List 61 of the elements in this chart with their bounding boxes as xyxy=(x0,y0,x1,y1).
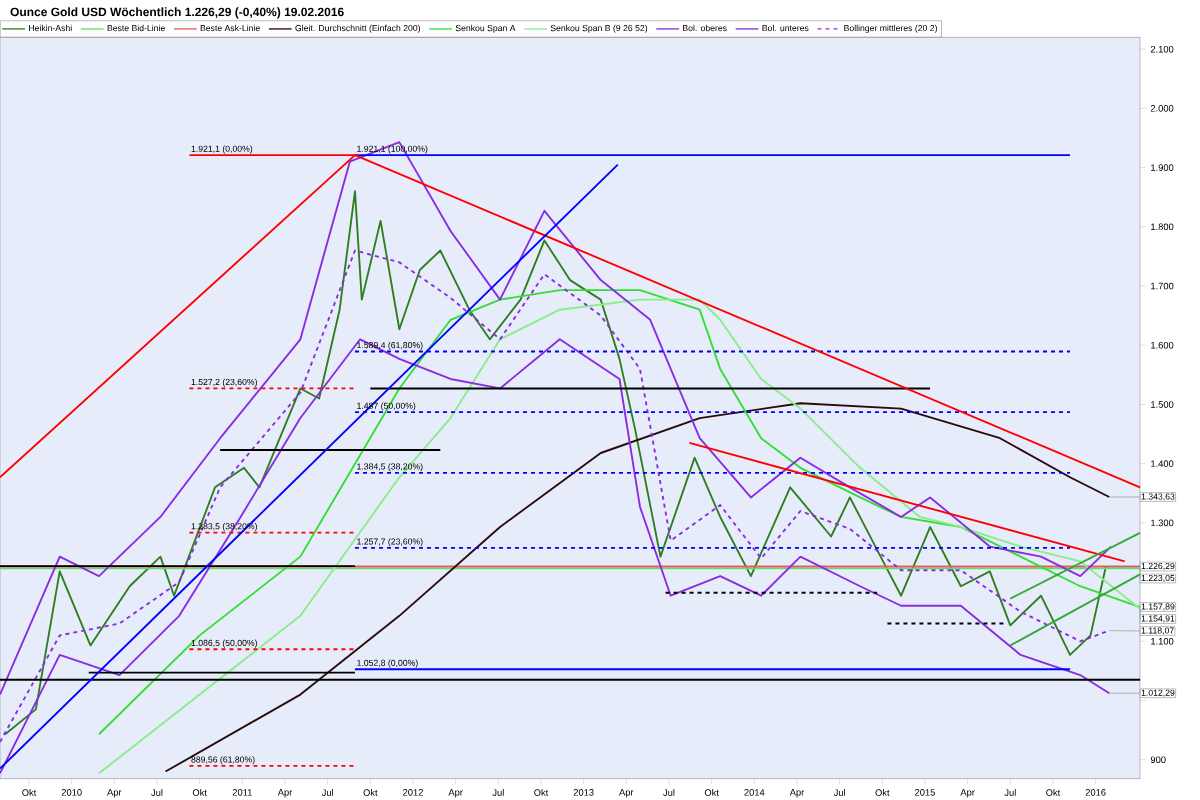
x-tick-label: 2015 xyxy=(915,789,935,796)
x-tick-label: Okt xyxy=(192,789,207,796)
x-tick-label: 2010 xyxy=(61,789,82,796)
y-tick-label: 2.000 xyxy=(1150,105,1174,112)
legend-label: Gleit. Durchschnitt (Einfach 200) xyxy=(295,24,420,33)
annotation: 1.921,1 (0,00%) xyxy=(191,145,253,154)
x-tick-label: Apr xyxy=(789,789,805,798)
annotation: 1.257,7 (23,60%) xyxy=(357,538,423,547)
annotation: 1.012,29 xyxy=(1141,689,1175,697)
legend-label: Senkou Span B (9 26 52) xyxy=(550,24,648,33)
legend-label: Bol. unteres xyxy=(762,24,809,32)
annotation: 889,56 (61,80%) xyxy=(191,756,255,765)
x-tick-label: Apr xyxy=(277,789,293,798)
x-tick-label: Apr xyxy=(448,789,463,798)
annotation: 1.223,05 xyxy=(1141,574,1175,583)
annotation: 1.052,8 (0,00%) xyxy=(357,659,418,668)
y-tick-label: 2.100 xyxy=(1150,45,1174,53)
y-tick-label: 1.700 xyxy=(1151,282,1174,290)
x-tick-label: Jul xyxy=(151,789,163,796)
x-tick-label: Apr xyxy=(960,789,975,798)
annotation: 1.384,5 (38,20%) xyxy=(357,463,423,472)
x-tick-label: 2012 xyxy=(403,789,423,796)
legend-label: Bollinger mittleres (20 2) xyxy=(844,24,937,33)
legend-label: Bol. oberes xyxy=(683,24,727,32)
x-tick-label: Jul xyxy=(1004,789,1016,796)
y-tick-label: 1.500 xyxy=(1151,401,1174,408)
x-tick-label: 2014 xyxy=(744,789,765,796)
annotation: 1.118,07 xyxy=(1141,627,1174,635)
annotation: 1.154,91 xyxy=(1141,615,1175,623)
x-tick-label: 2011 xyxy=(232,789,252,796)
annotation: 1.157,89 xyxy=(1141,603,1175,611)
x-tick-label: Okt xyxy=(1046,789,1061,796)
annotation: 1.086,5 (50,00%) xyxy=(191,639,257,648)
legend-label: Beste Ask-Linie xyxy=(200,24,260,32)
y-tick-label: 1.900 xyxy=(1151,164,1174,171)
x-tick-label: Jul xyxy=(492,789,504,796)
x-tick-label: 2016 xyxy=(1085,789,1106,796)
y-tick-label: 1.600 xyxy=(1151,341,1174,349)
x-tick-label: Okt xyxy=(875,789,890,796)
x-tick-label: Okt xyxy=(363,789,378,796)
x-tick-label: Jul xyxy=(833,789,845,796)
y-tick-label: 900 xyxy=(1150,756,1166,764)
x-tick-label: Jul xyxy=(663,789,675,796)
y-tick-label: 1.100 xyxy=(1151,638,1174,645)
chart-title: Ounce Gold USD Wöchentlich 1.226,29 (-0,40%) 19.02.2016 xyxy=(10,7,344,19)
x-tick-label: Okt xyxy=(704,789,719,796)
x-tick-label: 2013 xyxy=(573,789,594,796)
x-tick-label: Okt xyxy=(534,789,549,796)
y-tick-label: 1.800 xyxy=(1151,223,1174,231)
legend-label: Beste Bid-Linie xyxy=(107,24,165,32)
x-tick-label: Apr xyxy=(107,789,122,798)
x-tick-label: Okt xyxy=(22,789,37,796)
annotation: 1.343,63 xyxy=(1141,493,1175,501)
y-tick-label: 1.300 xyxy=(1151,519,1174,527)
legend-label: Senkou Span A xyxy=(455,24,516,33)
x-tick-label: Apr xyxy=(619,789,634,798)
y-tick-label: 1.400 xyxy=(1151,460,1174,467)
annotation: 1.226,29 xyxy=(1141,562,1175,571)
x-tick-label: Jul xyxy=(321,789,333,796)
legend-label: Heikin-Ashi xyxy=(29,24,72,32)
annotation: 1.527,2 (23,60%) xyxy=(191,378,257,387)
